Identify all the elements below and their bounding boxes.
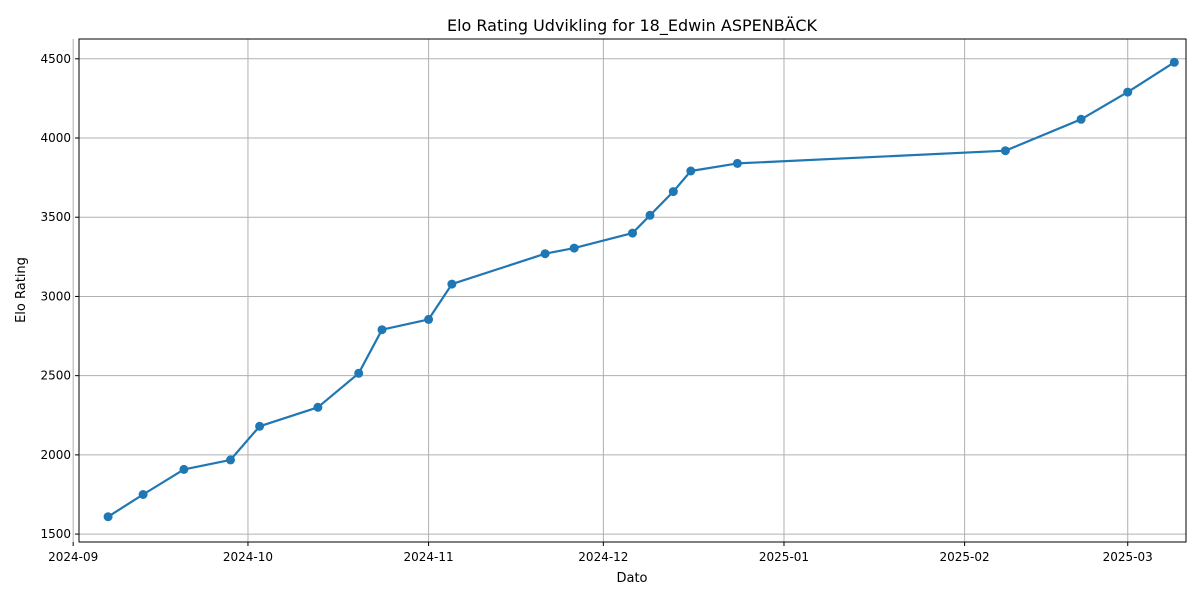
x-tick-label: 2025-01	[759, 550, 809, 564]
data-point	[1169, 57, 1179, 67]
plot-frame	[78, 38, 1187, 543]
y-tick-label: 3500	[40, 210, 71, 224]
data-point	[1076, 114, 1086, 124]
data-point	[686, 166, 696, 176]
data-point	[354, 368, 364, 378]
data-point	[103, 512, 113, 522]
y-axis-label: Elo Rating	[14, 257, 29, 323]
series-line	[107, 61, 1175, 518]
data-point	[377, 325, 387, 335]
y-tick-label: 4000	[40, 131, 71, 145]
x-tick-label: 2025-02	[940, 550, 990, 564]
data-point	[732, 158, 742, 168]
x-tick-label: 2025-03	[1103, 550, 1153, 564]
y-tick-label: 3000	[40, 289, 71, 303]
data-point	[447, 279, 457, 289]
data-point	[1123, 87, 1133, 97]
data-point	[313, 402, 323, 412]
y-tick-label: 2500	[40, 369, 71, 383]
x-axis-label: Dato	[616, 571, 647, 586]
series-layer	[103, 57, 1179, 522]
data-point	[138, 490, 148, 499]
data-point	[226, 455, 235, 465]
data-point	[179, 464, 189, 474]
y-tick-label: 4500	[40, 52, 71, 66]
data-point	[424, 314, 434, 324]
data-point	[668, 187, 678, 197]
x-tick-label: 2024-12	[578, 550, 628, 564]
data-point	[628, 228, 637, 238]
x-tick-label: 2024-11	[404, 550, 454, 564]
y-tick-label: 2000	[40, 448, 71, 462]
y-tick-label: 1500	[40, 527, 71, 541]
y-axis-ticks: 1500 2000 2500 3000 3500 4000 4500	[40, 52, 79, 541]
data-point	[569, 243, 579, 253]
data-point	[1000, 146, 1010, 156]
data-point	[645, 210, 655, 220]
x-axis-ticks: 2024-09 2024-10 2024-11 2024-12 2025-01 2025-…	[48, 542, 1153, 564]
data-point	[540, 249, 550, 259]
data-point	[255, 421, 265, 431]
chart-title: Elo Rating Udvikling for 18_Edwin ASPENB…	[447, 16, 818, 36]
x-tick-label: 2024-09	[48, 550, 98, 564]
x-tick-label: 2024-10	[223, 550, 273, 564]
grid-lines	[72, 39, 1186, 542]
